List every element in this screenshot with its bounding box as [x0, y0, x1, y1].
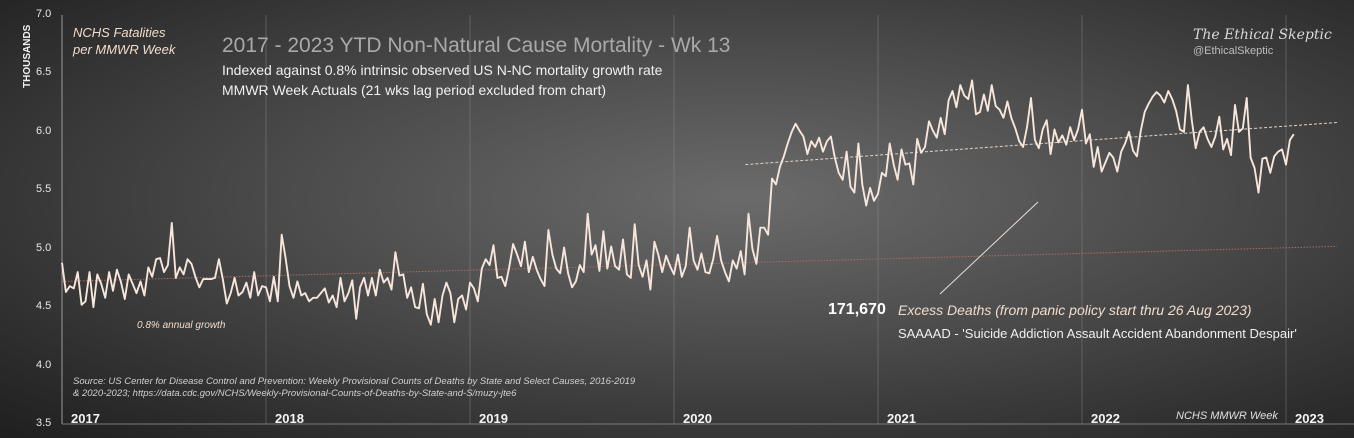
year-label-2018: 2018: [275, 411, 304, 426]
y-tick-label: 5.5: [36, 183, 52, 196]
source-line-1: Source: US Center for Disease Control an…: [73, 376, 636, 387]
year-label-2021: 2021: [887, 411, 916, 426]
year-label-2023: 2023: [1295, 411, 1324, 426]
trend-label-growth: 0.8% annual growth: [137, 320, 226, 331]
y-tick-label: 3.5: [36, 417, 52, 429]
year-label-2020: 2020: [683, 411, 712, 426]
year-label-2022: 2022: [1091, 411, 1120, 426]
chart-subtitle-1: Indexed against 0.8% intrinsic observed …: [222, 62, 663, 78]
excess-deaths-text: Excess Deaths (from panic policy start t…: [898, 302, 1252, 318]
y-tick-label: 6.5: [36, 66, 52, 79]
year-label-2019: 2019: [479, 411, 508, 426]
year-label-2017: 2017: [71, 411, 100, 426]
excess-deaths-value: 171,670: [828, 301, 886, 318]
series-line-weekly-deaths: [61, 79, 1295, 326]
source-line-2: & 2020-2023; https://data.cdc.gov/NCHS/W…: [73, 388, 517, 399]
trendline-post-2020: [745, 122, 1338, 166]
legend-line-1: NCHS Fatalities: [73, 25, 166, 40]
legend-line-2: per MMWR Week: [73, 42, 176, 57]
chart-title: 2017 - 2023 YTD Non-Natural Cause Mortal…: [222, 34, 731, 57]
y-axis-title: THOUSANDS: [22, 24, 33, 88]
y-tick-label: 6.0: [36, 124, 52, 137]
trendlines: [61, 122, 1338, 282]
year-gridlines: [265, 15, 1287, 424]
brand-name: The Ethical Skeptic: [1193, 27, 1332, 43]
y-tick-label: 7.0: [36, 8, 52, 20]
trendline-intrinsic-growth: [61, 245, 1338, 282]
chart-subtitle-2: MMWR Week Actuals (21 wks lag period exc…: [222, 82, 607, 98]
x-axis-title: NCHS MMWR Week: [1176, 410, 1278, 422]
saaad-definition: SAAAAD - 'Suicide Addiction Assault Acci…: [898, 326, 1297, 341]
y-tick-label: 5.0: [36, 241, 52, 254]
annotation-pointer: [939, 201, 1039, 295]
y-tick-label: 4.0: [36, 358, 52, 371]
y-tick-label: 4.5: [36, 300, 52, 313]
brand-handle: @EthicalSkeptic: [1193, 45, 1274, 57]
